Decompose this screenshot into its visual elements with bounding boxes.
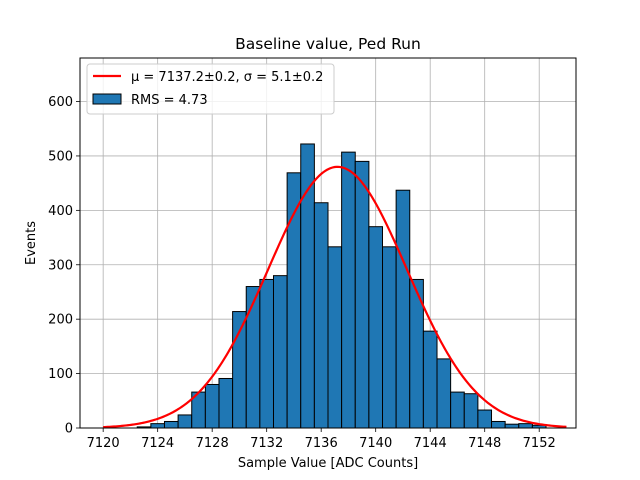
histogram-bar xyxy=(163,420,179,429)
x-tick-label: 7152 xyxy=(523,436,556,451)
y-tick-label: 200 xyxy=(48,313,73,328)
x-axis-label: Sample Value [ADC Counts] xyxy=(238,456,418,471)
histogram-bars xyxy=(136,143,547,429)
x-tick-label: 7128 xyxy=(196,436,229,451)
y-tick-label: 400 xyxy=(48,204,73,219)
chart-title: Baseline value, Ped Run xyxy=(235,35,421,53)
histogram-bar xyxy=(286,172,302,429)
histogram-bar xyxy=(477,409,493,429)
x-axis-ticks: 7120 7124 7128 7132 7136 7140 7144 7148 7152 xyxy=(87,428,556,451)
x-tick-label: 7144 xyxy=(414,436,447,451)
y-tick-label: 100 xyxy=(48,367,73,382)
histogram-bar xyxy=(272,275,288,429)
legend-box xyxy=(86,63,335,115)
x-tick-label: 7140 xyxy=(359,436,392,451)
histogram-bar xyxy=(463,393,479,429)
histogram-bar xyxy=(327,246,343,429)
histogram-bar xyxy=(177,414,193,429)
y-tick-label: 300 xyxy=(48,258,73,273)
histogram-bar xyxy=(368,226,384,429)
histogram-bar xyxy=(150,423,165,429)
histogram-bar xyxy=(300,143,315,429)
legend: μ = 7137.2±0.2, σ = 5.1±0.2 RMS = 4.73 xyxy=(86,63,335,115)
x-tick-label: 7136 xyxy=(305,436,338,451)
histogram-bar xyxy=(204,383,220,429)
x-tick-label: 7132 xyxy=(250,436,283,451)
legend-rms-swatch xyxy=(92,93,122,105)
y-axis-label: Events xyxy=(24,221,39,265)
histogram-bar xyxy=(232,311,247,429)
histogram-bar xyxy=(504,423,520,429)
y-tick-label: 600 xyxy=(48,95,73,110)
histogram-bar xyxy=(218,377,234,429)
histogram-bar xyxy=(313,202,329,429)
x-tick-label: 7148 xyxy=(468,436,501,451)
x-tick-label: 7124 xyxy=(141,436,174,451)
histogram-bar xyxy=(395,189,411,429)
x-tick-label: 7120 xyxy=(87,436,120,451)
histogram-bar xyxy=(354,160,370,429)
histogram-bar xyxy=(245,286,261,429)
legend-fit-label: μ = 7137.2±0.2, σ = 5.1±0.2 xyxy=(131,70,323,85)
histogram-bar xyxy=(518,423,533,429)
y-tick-label: 500 xyxy=(48,149,73,164)
legend-rms-label: RMS = 4.73 xyxy=(131,93,208,108)
y-axis-ticks: 0 100 200 300 400 500 600 xyxy=(48,95,80,437)
histogram-bar xyxy=(382,246,397,429)
histogram-bar xyxy=(259,278,274,429)
histogram-bar xyxy=(450,391,465,429)
gaussian-fit xyxy=(103,165,567,429)
histogram-bar xyxy=(341,151,356,429)
plot-frame xyxy=(79,57,577,429)
y-tick-label: 0 xyxy=(65,422,73,437)
histogram-bar xyxy=(436,358,452,429)
histogram-bar xyxy=(491,420,506,429)
gaussian-fit-line xyxy=(103,165,567,429)
histogram-bar xyxy=(422,330,438,429)
